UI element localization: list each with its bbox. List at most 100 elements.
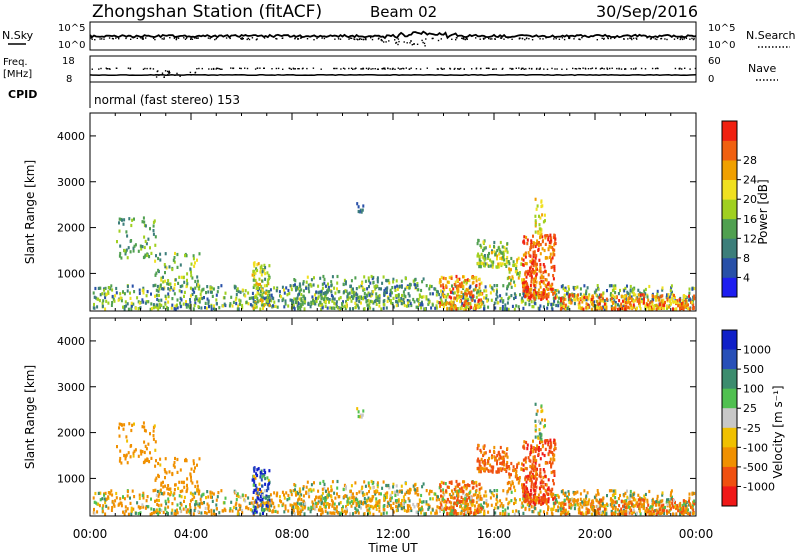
power-cell (186, 303, 189, 307)
power-cell (186, 272, 189, 276)
velocity-cell (566, 511, 569, 516)
power-cell (147, 300, 150, 304)
power-cell (625, 294, 628, 298)
power-cell (413, 278, 416, 282)
velocity-cell (189, 503, 191, 507)
power-cell (93, 302, 95, 307)
power-cell (581, 295, 584, 299)
velocity-cell (532, 487, 535, 491)
velocity-cell (176, 508, 178, 512)
power-cell (383, 303, 386, 307)
power-cell (544, 269, 547, 273)
power-cell (333, 306, 336, 310)
velocity-cell (150, 507, 153, 511)
velocity-cell (369, 504, 372, 508)
velocity-cell (546, 487, 549, 491)
velocity-cell (537, 493, 540, 497)
power-cell (539, 216, 542, 220)
nave-point (336, 67, 338, 70)
power-cell (576, 296, 579, 300)
power-cell (143, 245, 146, 250)
power-cell (499, 262, 502, 266)
power-cell (189, 286, 192, 290)
power-cell (418, 302, 420, 306)
velocity-cell (551, 461, 554, 465)
nave-point (551, 67, 553, 70)
power-cell (143, 235, 146, 239)
power-cell (152, 306, 155, 310)
velocity-cell (137, 512, 140, 516)
power-cell (123, 305, 126, 309)
nave-point (493, 68, 495, 70)
velocity-cell (289, 489, 292, 493)
power-cell (524, 255, 527, 259)
power-cell (643, 297, 645, 301)
power-cell (348, 291, 351, 295)
velocity-cell (188, 509, 191, 513)
velocity-cell (241, 511, 244, 515)
power-cell (508, 262, 511, 266)
power-cell (579, 297, 582, 301)
velocity-cell (122, 495, 124, 499)
velocity-cell (245, 505, 248, 509)
power-cell (618, 299, 621, 303)
power-cell (127, 307, 130, 311)
power-cell (532, 245, 535, 249)
velocity-cell (122, 427, 125, 431)
power-cell (503, 307, 506, 311)
velocity-cell (189, 506, 192, 510)
velocity-cell (220, 489, 223, 493)
power-cell (612, 284, 615, 288)
nave-point (161, 72, 164, 74)
power-cell (157, 268, 160, 272)
power-cell (323, 277, 326, 281)
velocity-cell (130, 444, 133, 448)
power-cell (557, 304, 560, 308)
power-cell (431, 292, 434, 296)
velocity-cell (104, 512, 107, 516)
power-cell (534, 290, 537, 294)
velocity-cell (293, 512, 296, 516)
power-cell (174, 304, 177, 308)
power-cell (537, 288, 540, 292)
nave-point (463, 68, 465, 70)
power-cell (464, 298, 467, 302)
nsky-tick-top: 10^5 (58, 23, 85, 34)
velocity-cell (558, 501, 561, 505)
nsearch-point (581, 37, 583, 39)
power-cell (408, 286, 411, 290)
nsearch-point (555, 37, 557, 40)
power-cell (553, 233, 556, 237)
power-cell (260, 298, 262, 302)
velocity-cell (536, 447, 538, 451)
power-cell (317, 284, 320, 288)
power-cell (444, 301, 446, 306)
velocity-cell (522, 445, 525, 449)
velocity-cell (192, 512, 195, 516)
velocity-cell (446, 512, 449, 516)
velocity-cell (94, 491, 97, 496)
power-cell (173, 283, 176, 287)
velocity-cell (265, 494, 268, 498)
nave-point (297, 68, 299, 70)
power-cell (253, 283, 256, 287)
velocity-cell (523, 488, 526, 492)
velocity-cell (544, 447, 547, 451)
power-cell (511, 304, 514, 308)
nave-point (372, 68, 374, 70)
power-cell (534, 279, 536, 283)
velocity-cell (340, 511, 343, 515)
velocity-cell (475, 484, 478, 488)
power-cell (253, 264, 256, 268)
power-cell (551, 307, 554, 311)
power-cell (425, 295, 428, 299)
power-cell (237, 304, 240, 308)
power-cell (489, 291, 492, 295)
nave-point (298, 68, 300, 70)
power-cell (429, 292, 432, 296)
nave-point (166, 70, 169, 73)
velocity-cell (143, 450, 146, 455)
power-cell (527, 286, 530, 290)
power-cell (534, 253, 537, 257)
velocity-cell (188, 511, 191, 515)
